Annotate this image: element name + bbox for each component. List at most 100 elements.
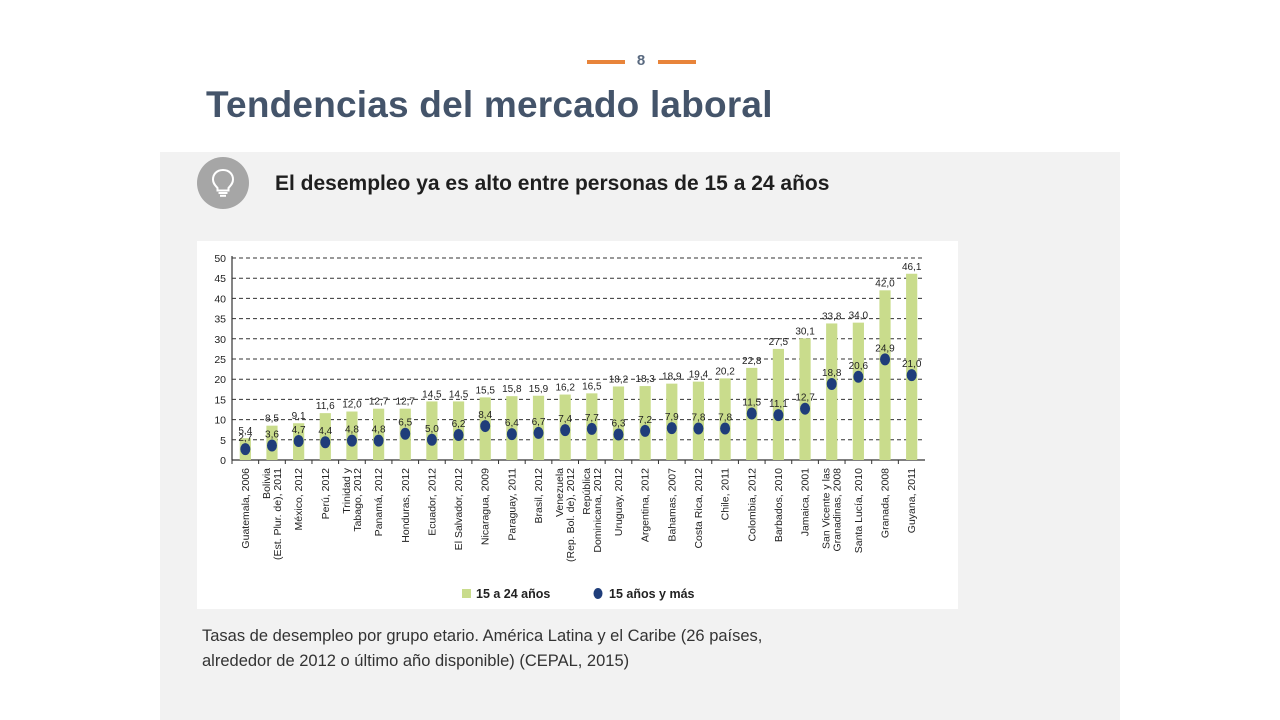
bar — [612, 386, 625, 460]
point — [880, 353, 891, 366]
x-tick-label-line: Santa Lucía, 2010 — [853, 468, 865, 553]
x-tick-label: Uruguay, 2012 — [613, 468, 625, 536]
bar-value-label: 11,6 — [316, 401, 335, 412]
x-tick-label: Bolivia(Est. Plur. de), 2011 — [261, 468, 284, 560]
y-tick-label: 5 — [220, 435, 226, 447]
x-tick-label-line: (Est. Plur. de), 2011 — [272, 468, 284, 560]
bar — [426, 401, 438, 460]
bar — [879, 290, 891, 460]
lightbulb-icon — [197, 157, 249, 209]
x-tick-label-line: Granada, 2008 — [880, 468, 892, 538]
point — [773, 409, 784, 422]
bar-value-label: 12,0 — [342, 400, 362, 411]
point-value-label: 6,4 — [505, 418, 519, 429]
point-value-label: 7,2 — [638, 415, 652, 426]
x-tick-label: Guatemala, 2006 — [240, 468, 252, 549]
bar — [506, 396, 518, 460]
point-value-label: 2,7 — [238, 433, 252, 444]
x-tick-label-line: Costa Rica, 2012 — [693, 468, 705, 549]
x-tick-label-line: Nicaragua, 2009 — [480, 468, 492, 545]
x-tick-label-line: Panamá, 2012 — [373, 468, 385, 536]
point-value-label: 6,2 — [452, 419, 466, 430]
point — [506, 428, 517, 441]
x-tick-label: Nicaragua, 2009 — [480, 468, 492, 545]
y-tick-label: 15 — [214, 394, 226, 406]
page-number-bar-right — [658, 60, 696, 64]
x-tick-label: Trinidad yTabago, 2012 — [341, 467, 364, 531]
unemployment-chart: 0 5 10 15 20 25 30 35 40 45 50 5,42,7 Guatemala, 200… — [214, 253, 925, 601]
bar — [906, 273, 918, 460]
chart-caption: Tasas de desempleo por grupo etario. Amé… — [202, 624, 902, 674]
bar-value-label: 5,4 — [238, 426, 252, 437]
page-number: 8 — [636, 52, 646, 69]
x-tick-label-line: Paraguay, 2011 — [506, 468, 518, 541]
x-tick-label-line: (Rep. Bol. de), 2012 — [565, 468, 577, 562]
bar-value-label: 42,0 — [875, 278, 895, 289]
point-value-label: 6,3 — [612, 419, 626, 430]
bar-value-label: 16,5 — [582, 381, 602, 392]
bar — [666, 383, 678, 460]
y-tick-label: 20 — [214, 374, 226, 386]
point-value-label: 7,9 — [665, 412, 679, 423]
point-value-label: 8,4 — [478, 410, 492, 421]
x-tick-label-line: Argentina, 2012 — [640, 468, 652, 542]
page-number-bar-left — [587, 60, 625, 64]
bar-value-label: 46,1 — [902, 262, 922, 273]
point — [746, 407, 757, 420]
y-tick-label: 10 — [214, 415, 226, 427]
x-tick-label-line: Trinidad y — [341, 467, 353, 513]
point-value-label: 6,7 — [532, 417, 546, 428]
point-value-label: 4,8 — [345, 425, 359, 436]
point-value-label: 6,5 — [398, 418, 412, 429]
point — [373, 434, 384, 447]
point — [560, 424, 571, 437]
point — [533, 426, 544, 439]
bar — [826, 323, 838, 460]
x-tick-label-line: República — [581, 468, 593, 515]
bar-value-label: 14,5 — [449, 389, 469, 400]
bar-value-label: 20,2 — [715, 366, 735, 377]
x-tick-label-line: Venezuela — [554, 468, 566, 517]
y-tick-label: 35 — [214, 314, 226, 326]
x-tick-label: Paraguay, 2011 — [506, 468, 518, 541]
bar — [772, 348, 785, 460]
point-value-label: 11,5 — [742, 398, 761, 409]
y-tick-label: 25 — [214, 354, 226, 366]
y-tick-label: 45 — [214, 273, 226, 285]
legend-label-bars: 15 a 24 años — [476, 587, 550, 601]
x-tick-label: Bahamas, 2007 — [666, 468, 678, 542]
x-tick-label: Honduras, 2012 — [400, 468, 412, 543]
x-tick-label-line: Guyana, 2011 — [906, 468, 918, 533]
x-tick-label: San Vicente y lasGranadinas, 2008 — [821, 468, 844, 552]
bar-value-label: 12,7 — [396, 397, 416, 408]
bar — [799, 338, 811, 460]
bar-value-label: 12,7 — [369, 397, 389, 408]
bar-value-label: 9,1 — [292, 411, 306, 422]
point-value-label: 20,6 — [849, 361, 869, 372]
x-tick-label-line: Bahamas, 2007 — [666, 468, 678, 542]
bar-value-label: 15,8 — [502, 384, 522, 395]
x-tick-label-line: Colombia, 2012 — [746, 468, 758, 542]
point-value-label: 24,9 — [875, 343, 895, 354]
x-tick-label-line: Guatemala, 2006 — [240, 468, 252, 549]
x-tick-label: Venezuela(Rep. Bol. de), 2012 — [554, 468, 577, 562]
slide-subtitle: El desempleo ya es alto entre personas d… — [275, 172, 830, 195]
point — [666, 422, 677, 435]
point — [800, 402, 811, 415]
bar-value-label: 15,5 — [475, 385, 495, 396]
y-tick-label: 0 — [220, 455, 226, 467]
caption-line-1: Tasas de desempleo por grupo etario. Amé… — [202, 627, 763, 645]
legend-swatch-bars — [462, 589, 471, 598]
x-tick-label: Ecuador, 2012 — [426, 468, 438, 536]
bar-value-label: 18,3 — [635, 374, 655, 385]
point — [906, 369, 917, 382]
point — [826, 378, 837, 391]
point — [693, 422, 704, 435]
x-tick-label: RepúblicaDominicana, 2012 — [581, 468, 604, 553]
x-tick-label-line: San Vicente y las — [821, 468, 833, 549]
chart-container: 0 5 10 15 20 25 30 35 40 45 50 5,4 2,7 Guatemala, 200… — [197, 241, 958, 609]
slide-title: Tendencias del mercado laboral — [206, 84, 773, 125]
point — [426, 433, 437, 446]
bar-value-label: 27,5 — [769, 337, 789, 348]
point — [720, 422, 731, 435]
